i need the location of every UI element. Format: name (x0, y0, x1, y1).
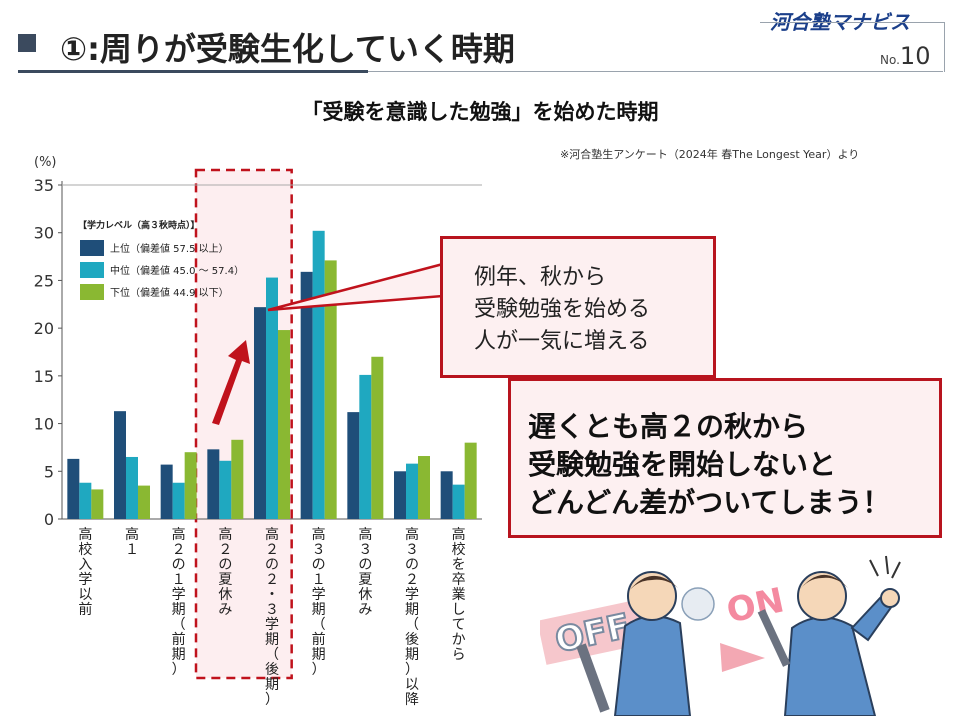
bar-lower (464, 442, 477, 519)
off-person-hair (628, 575, 678, 592)
y-tick-label: 0 (44, 510, 54, 529)
brand-rule-vertical (944, 22, 945, 72)
title-underline (18, 70, 368, 73)
bar-lower (418, 456, 430, 519)
bar-middle (172, 482, 185, 519)
page-title: ①:周りが受験生化していく時期 (60, 30, 515, 68)
bar-lower (91, 489, 104, 519)
x-tick-label: 高２の１学期（前期） (172, 526, 186, 678)
bar-middle (126, 456, 138, 519)
callout-box-small (440, 236, 716, 378)
x-tick-label: 高３の夏休み (358, 526, 372, 618)
page-number-value: 10 (899, 42, 931, 70)
bar-top (347, 412, 360, 519)
bar-top (67, 458, 80, 519)
on-label: ON (723, 580, 787, 631)
bar-top (207, 449, 220, 519)
y-tick-label: 25 (34, 271, 54, 290)
on-person-illustration: ON (720, 555, 901, 716)
off-on-illustration: OFF ON (540, 555, 901, 716)
legend-label: 中位（偏差値 45.0 〜 57.4） (110, 264, 244, 277)
excitement-lines-icon (869, 555, 901, 579)
bar-middle (312, 230, 325, 519)
title-marker (18, 34, 36, 52)
bar-lower (278, 330, 290, 519)
bar-top (300, 271, 313, 519)
x-tick-label: 高２の夏休み (218, 526, 232, 618)
y-tick-label: 20 (34, 319, 54, 338)
x-tick-label: 高２の２・３学期（後期） (265, 526, 279, 708)
off-person-head (627, 571, 677, 621)
callout-box-large (508, 378, 942, 538)
bar-lower (184, 452, 197, 519)
bar-lower (231, 439, 244, 519)
bar-top (394, 471, 406, 519)
legend-swatch (80, 284, 104, 300)
bar-top (440, 471, 453, 519)
source-note: ※河合塾生アンケート（2024年 春The Longest Year）より (560, 148, 860, 161)
y-tick-label: 10 (34, 415, 54, 434)
spark-lines-icon (720, 643, 765, 672)
x-tick-label: 高校を卒業してから (452, 526, 466, 663)
legend-label: 上位（偏差値 57.5 以上） (110, 242, 229, 255)
y-axis-label: (%) (34, 155, 57, 170)
rising-arrow-icon (212, 340, 250, 425)
x-tick-label: 高３の２学期（後期）以降 (405, 526, 419, 708)
bar-middle (406, 463, 418, 519)
bar-lower (138, 485, 150, 519)
x-tick-label: 高３の１学期（前期） (312, 526, 326, 678)
legend-swatch (80, 240, 104, 256)
bar-top (254, 307, 266, 519)
bar-middle (359, 374, 372, 519)
legend-title: 【学力レベル（高３秋時点）】 (78, 219, 200, 231)
on-fist (880, 588, 900, 608)
callout-large-text: 遅くとも高２の秋から 受験勉強を開始しないと どんどん差がついてしまう！ (528, 410, 891, 519)
on-person-hair (798, 574, 848, 592)
sigh-cloud-icon (681, 587, 715, 621)
y-tick-label: 5 (44, 462, 54, 481)
bar-middle (219, 460, 232, 519)
callout-small-text: 例年、秋から 受験勉強を始める 人が一気に増える (474, 265, 651, 354)
off-person-body (613, 615, 692, 716)
bar-top (160, 464, 173, 519)
on-person-head (797, 571, 847, 621)
bar-middle (79, 482, 92, 519)
bar-middle (452, 484, 465, 519)
x-tick-label: 高１ (125, 526, 139, 558)
title-rule (368, 71, 943, 72)
page-number: No.10 (880, 42, 930, 70)
bar-top (114, 411, 126, 519)
chart-title: 「受験を意識した勉強」を始めた時期 (301, 100, 659, 124)
bar-lower (324, 260, 337, 519)
x-tick-label: 高校入学以前 (78, 526, 92, 618)
bar-lower (371, 356, 384, 519)
brand-rule (760, 22, 945, 23)
off-person-illustration: OFF (540, 571, 715, 716)
callout-pointer (267, 262, 445, 312)
legend-swatch (80, 262, 104, 278)
y-tick-label: 15 (34, 367, 54, 386)
page-number-prefix: No. (880, 53, 900, 67)
y-tick-label: 35 (34, 176, 54, 195)
off-badge-shape (540, 595, 664, 665)
on-plug-icon (757, 609, 791, 667)
bar-middle (266, 277, 278, 519)
off-plug-icon (576, 643, 610, 713)
legend-label: 下位（偏差値 44.9 以下） (110, 286, 229, 299)
y-tick-label: 30 (34, 224, 54, 243)
